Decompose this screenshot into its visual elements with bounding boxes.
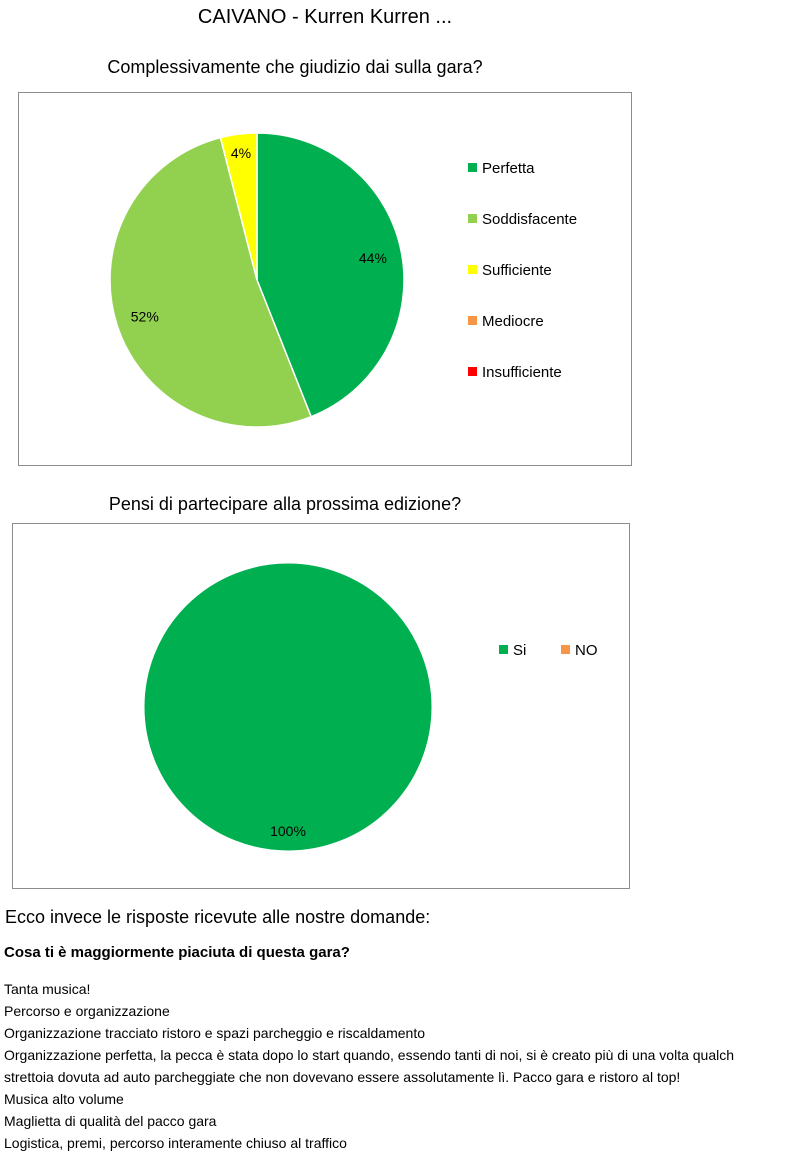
answer-item: Maglietta di qualità del pacco gara — [4, 1113, 217, 1129]
pie-slice-soddisfacente — [109, 136, 313, 428]
chart-giudizio: 44% 52% 4% Perfetta Soddisfacente Sufficiente… — [18, 92, 632, 466]
pie-chart-prossima-edizione: 100% Si NO — [143, 562, 598, 852]
pie-chart-giudizio: 44% 52% 4% Perfetta Soddisfacente Sufficiente… — [109, 132, 577, 428]
page-title: CAIVANO - Kurren Kurren ... — [197, 6, 453, 28]
chart-title-prossima-edizione: Pensi di partecipare alla prossima edizi… — [108, 494, 462, 514]
data-label-sufficiente: 4% — [231, 145, 251, 161]
legend-label-insufficiente: Insufficiente — [482, 364, 562, 381]
legend-label-soddisfacente: Soddisfacente — [482, 211, 577, 228]
legend-swatch-sufficiente — [468, 265, 477, 274]
pie-slice-si — [143, 562, 433, 852]
data-label-soddisfacente: 52% — [131, 308, 159, 324]
legend-label-perfetta: Perfetta — [482, 160, 535, 177]
legend-swatch-si — [499, 645, 508, 654]
chart-title-giudizio: Complessivamente che giudizio dai sulla … — [107, 57, 483, 77]
legend-label-mediocre: Mediocre — [482, 313, 544, 330]
answer-item: Musica alto volume — [4, 1091, 124, 1107]
legend-swatch-mediocre — [468, 316, 477, 325]
pie-slice-sufficiente — [219, 132, 258, 281]
legend-swatch-perfetta — [468, 163, 477, 172]
answer-item: Organizzazione tracciato ristoro e spazi… — [4, 1025, 425, 1041]
legend-label-sufficiente: Sufficiente — [482, 262, 552, 279]
answer-item: Percorso e organizzazione — [4, 1003, 170, 1019]
answer-item: strettoia dovuta ad auto parcheggiate ch… — [4, 1069, 681, 1085]
answer-item: Organizzazione perfetta, la pecca è stat… — [4, 1047, 735, 1063]
question-title: Cosa ti è maggiormente piaciuta di quest… — [4, 944, 350, 961]
legend-swatch-soddisfacente — [468, 214, 477, 223]
section-heading: Ecco invece le risposte ricevute alle no… — [5, 907, 431, 927]
answer-item: Tanta musica! — [4, 981, 91, 997]
legend-label-si: Si — [513, 642, 526, 659]
answer-item: Logistica, premi, percorso interamente c… — [4, 1135, 347, 1151]
pie-slice-perfetta — [256, 132, 405, 418]
legend-label-no: NO — [575, 642, 598, 659]
data-label-perfetta: 44% — [359, 250, 387, 266]
data-label-si: 100% — [270, 823, 306, 839]
legend-swatch-no — [561, 645, 570, 654]
legend-swatch-insufficiente — [468, 367, 477, 376]
chart-prossima-edizione: 100% Si NO — [12, 523, 630, 889]
answers-list: Tanta musica! Percorso e organizzazione … — [4, 978, 788, 1154]
